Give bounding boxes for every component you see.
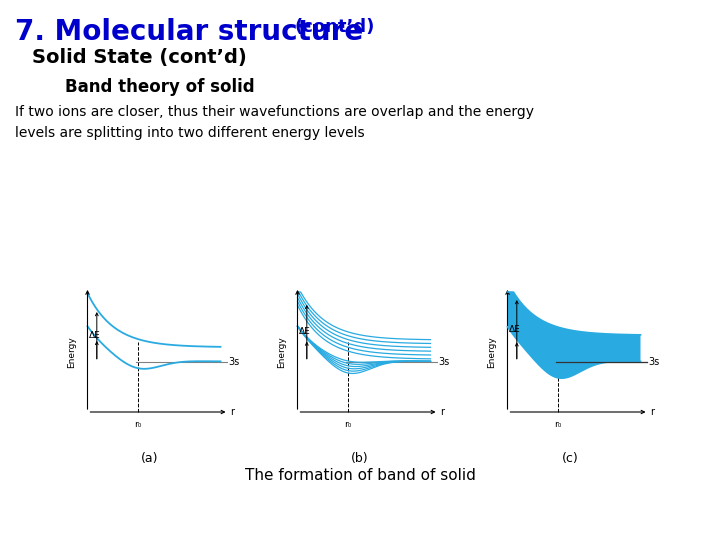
Text: r₀: r₀ [135,420,142,429]
Text: (b): (b) [351,452,369,465]
Text: (cont’d): (cont’d) [295,18,375,36]
Text: r₀: r₀ [344,420,352,429]
Text: ΔE: ΔE [299,327,310,336]
Text: Energy: Energy [67,336,76,368]
Text: Energy: Energy [487,336,496,368]
Text: r: r [650,407,654,417]
Text: ΔE: ΔE [508,325,521,334]
Text: r₀: r₀ [554,420,562,429]
Text: 7. Molecular structure: 7. Molecular structure [15,18,364,46]
Polygon shape [508,292,641,378]
Text: ΔE: ΔE [89,331,100,340]
Text: 3s: 3s [438,356,450,367]
Text: The formation of band of solid: The formation of band of solid [245,468,475,483]
Text: r: r [441,407,444,417]
Text: 3s: 3s [228,356,240,367]
Text: Solid State (cont’d): Solid State (cont’d) [32,48,247,67]
Text: Energy: Energy [277,336,286,368]
Text: If two ions are closer, thus their wavefunctions are overlap and the energy
leve: If two ions are closer, thus their wavef… [15,105,534,140]
Text: (c): (c) [562,452,578,465]
Text: 3s: 3s [649,356,660,367]
Text: r: r [230,407,235,417]
Text: (a): (a) [141,452,158,465]
Text: Band theory of solid: Band theory of solid [65,78,255,96]
